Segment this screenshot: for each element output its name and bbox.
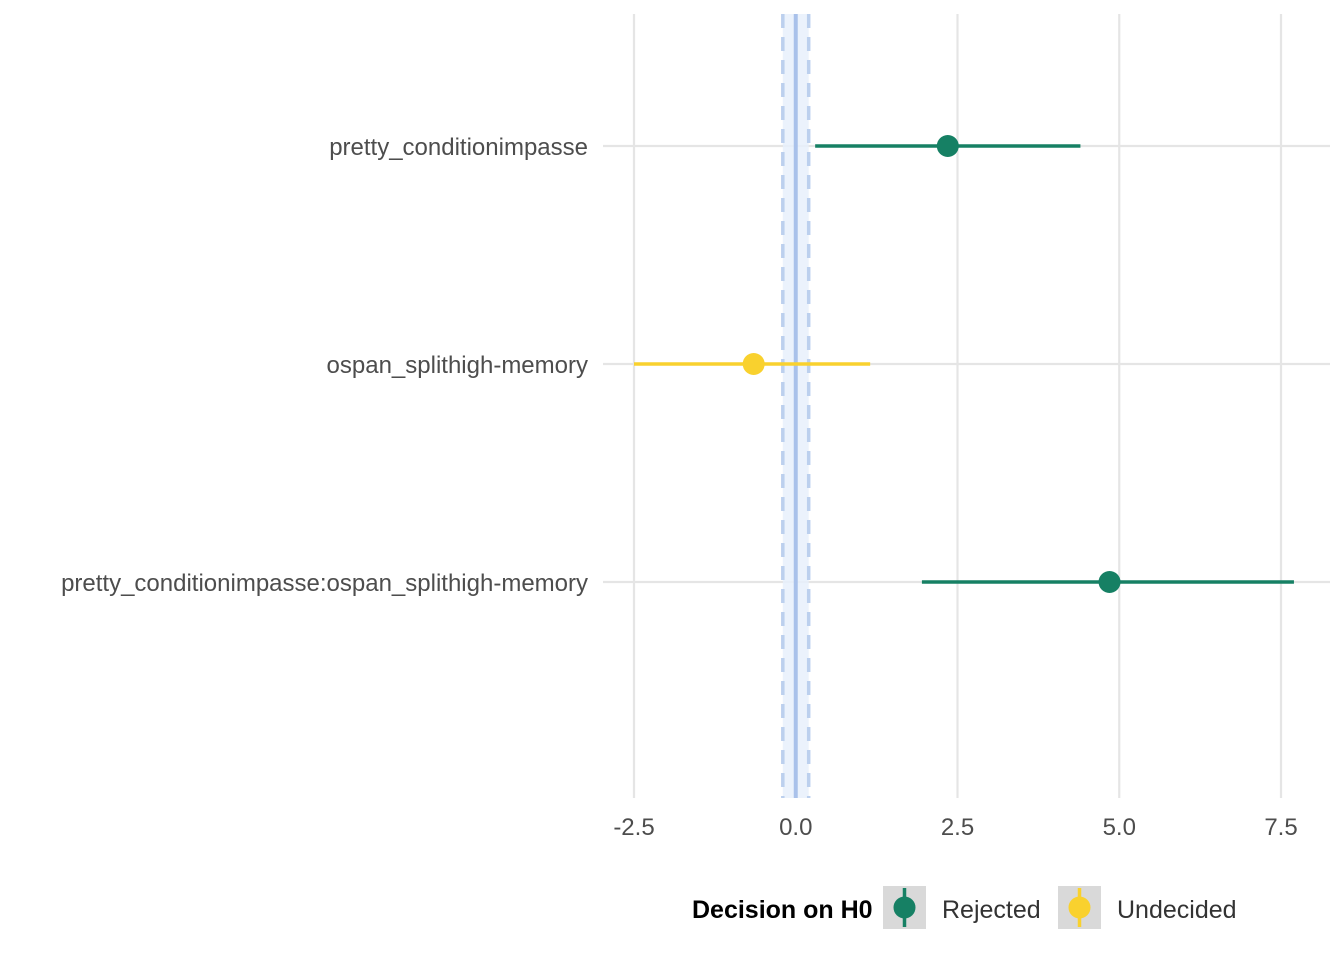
y-tick-label: pretty_conditionimpasse [329,134,588,161]
legend-item-undecided: Undecided [1058,886,1237,929]
reference-layer [781,14,811,798]
y-tick-label: ospan_splithigh-memory [327,352,588,379]
x-tick-label: -2.5 [613,814,654,841]
legend-item-rejected: Rejected [883,886,1041,929]
legend-label: Undecided [1117,896,1237,924]
axis-layer: pretty_conditionimpasse ospan_splithigh-m… [61,134,1298,841]
estimate-point [1098,571,1121,593]
legend: Decision on H0 Rejected Undecided [692,886,1237,929]
data-layer [634,135,1294,593]
estimate-point [936,135,959,157]
legend-key-point [893,896,916,919]
grid-layer [603,14,1330,798]
x-tick-label: 2.5 [941,814,974,841]
estimate-point [742,353,765,375]
legend-key-point [1068,896,1091,919]
x-tick-label: 5.0 [1103,814,1136,841]
x-tick-label: 0.0 [779,814,812,841]
y-tick-label: pretty_conditionimpasse:ospan_splithigh-… [61,570,588,597]
x-tick-label: 7.5 [1264,814,1297,841]
legend-title: Decision on H0 [692,896,873,924]
legend-label: Rejected [942,896,1041,924]
